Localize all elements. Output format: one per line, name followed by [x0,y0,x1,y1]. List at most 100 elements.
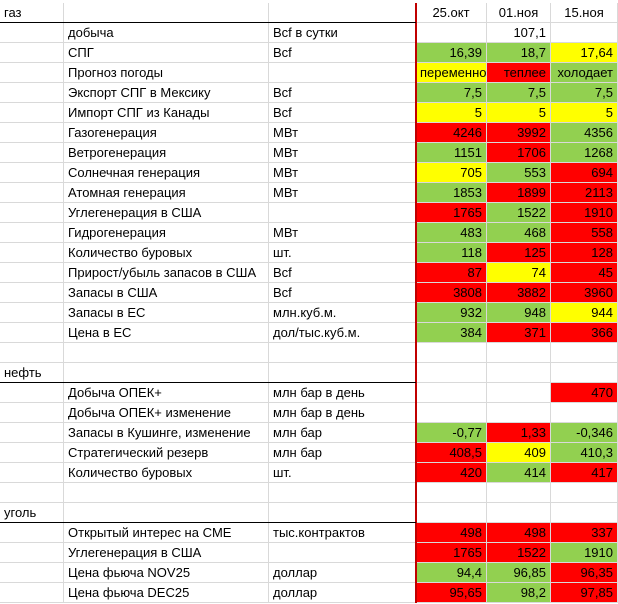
value-cell-date-1[interactable]: 118 [416,243,487,263]
value-cell-date-1[interactable]: 7,5 [416,83,487,103]
value-cell-date-3[interactable]: 1910 [551,543,618,563]
value-cell-date-2[interactable]: 3992 [487,123,551,143]
unit-cell[interactable] [269,203,416,223]
section-label-cell[interactable] [0,223,64,243]
value-cell-date-2[interactable]: 1706 [487,143,551,163]
section-label-cell[interactable] [0,523,64,543]
value-cell-date-2[interactable]: 371 [487,323,551,343]
section-label-cell[interactable] [0,443,64,463]
section-label-cell[interactable] [0,103,64,123]
value-cell-date-3[interactable] [551,483,618,503]
value-cell-date-3[interactable]: 7,5 [551,83,618,103]
indicator-name-cell[interactable]: Цена фьюча DEC25 [64,583,269,603]
value-cell-date-3[interactable]: 5 [551,103,618,123]
unit-cell[interactable]: Bcf в сутки [269,23,416,43]
indicator-name-cell[interactable]: Углегенерация в США [64,543,269,563]
value-cell-date-2[interactable]: 409 [487,443,551,463]
value-cell-date-3[interactable]: 17,64 [551,43,618,63]
section-label-cell[interactable] [0,423,64,443]
section-label-cell[interactable] [0,63,64,83]
unit-cell[interactable]: шт. [269,243,416,263]
indicator-name-cell[interactable]: Запасы в ЕС [64,303,269,323]
value-cell-date-1[interactable]: 408,5 [416,443,487,463]
unit-cell[interactable]: МВт [269,143,416,163]
value-cell-date-2[interactable]: 98,2 [487,583,551,603]
value-cell-date-1[interactable]: 384 [416,323,487,343]
value-cell-date-3[interactable]: 96,35 [551,563,618,583]
indicator-name-cell[interactable]: Углегенерация в США [64,203,269,223]
value-cell-date-1[interactable] [416,383,487,403]
indicator-name-cell[interactable]: Добыча ОПЕК+ [64,383,269,403]
unit-cell[interactable]: млн бар в день [269,403,416,423]
unit-cell[interactable]: шт. [269,463,416,483]
value-cell-date-3[interactable]: 410,3 [551,443,618,463]
section-label-cell[interactable] [0,403,64,423]
value-cell-date-3[interactable]: 1268 [551,143,618,163]
value-cell-date-1[interactable]: 1765 [416,543,487,563]
value-cell-date-1[interactable]: 94,4 [416,563,487,583]
value-cell-date-2[interactable]: теплее [487,63,551,83]
indicator-name-cell[interactable]: СПГ [64,43,269,63]
value-cell-date-3[interactable]: 944 [551,303,618,323]
indicator-name-cell[interactable]: Запасы в Кушинге, изменение [64,423,269,443]
value-cell-date-1[interactable]: 1853 [416,183,487,203]
unit-cell[interactable]: млн.куб.м. [269,303,416,323]
section-label-cell[interactable] [0,343,64,363]
value-cell-date-1[interactable] [416,483,487,503]
unit-cell[interactable]: МВт [269,163,416,183]
unit-cell[interactable]: Bcf [269,43,416,63]
value-cell-date-2[interactable] [487,343,551,363]
section-label-cell[interactable]: нефть [0,363,64,383]
value-cell-date-2[interactable] [487,503,551,523]
header-date-1[interactable]: 25.окт [416,3,487,23]
indicator-name-cell[interactable]: Экспорт СПГ в Мексику [64,83,269,103]
value-cell-date-1[interactable] [416,503,487,523]
section-label-cell[interactable] [0,23,64,43]
value-cell-date-2[interactable]: 3882 [487,283,551,303]
indicator-name-cell[interactable]: Прирост/убыль запасов в США [64,263,269,283]
value-cell-date-3[interactable]: 45 [551,263,618,283]
value-cell-date-2[interactable]: 468 [487,223,551,243]
indicator-name-cell[interactable]: Стратегический резерв [64,443,269,463]
value-cell-date-1[interactable]: 420 [416,463,487,483]
indicator-name-cell[interactable]: Прогноз погоды [64,63,269,83]
unit-cell[interactable]: Bcf [269,283,416,303]
value-cell-date-1[interactable]: 16,39 [416,43,487,63]
section-label-cell[interactable] [0,283,64,303]
value-cell-date-3[interactable]: 4356 [551,123,618,143]
value-cell-date-2[interactable] [487,403,551,423]
section-label-cell[interactable] [0,323,64,343]
value-cell-date-2[interactable]: 948 [487,303,551,323]
unit-cell[interactable]: Bcf [269,103,416,123]
value-cell-date-1[interactable] [416,343,487,363]
value-cell-date-2[interactable] [487,383,551,403]
indicator-name-cell[interactable]: Газогенерация [64,123,269,143]
header-cell-empty[interactable] [269,3,416,23]
value-cell-date-1[interactable]: 87 [416,263,487,283]
value-cell-date-3[interactable]: 366 [551,323,618,343]
section-label-cell[interactable] [0,163,64,183]
indicator-name-cell[interactable]: Добыча ОПЕК+ изменение [64,403,269,423]
value-cell-date-2[interactable]: 414 [487,463,551,483]
value-cell-date-3[interactable]: 558 [551,223,618,243]
indicator-name-cell[interactable]: Ветрогенерация [64,143,269,163]
value-cell-date-3[interactable]: 3960 [551,283,618,303]
indicator-name-cell[interactable]: Цена фьюча NOV25 [64,563,269,583]
section-label-cell[interactable] [0,543,64,563]
value-cell-date-3[interactable]: 417 [551,463,618,483]
value-cell-date-1[interactable]: переменно [416,63,487,83]
value-cell-date-2[interactable]: 1,33 [487,423,551,443]
section-label-cell[interactable] [0,143,64,163]
section-label-cell[interactable] [0,583,64,603]
section-label-cell[interactable] [0,243,64,263]
indicator-name-cell[interactable]: Цена в ЕС [64,323,269,343]
value-cell-date-1[interactable]: 95,65 [416,583,487,603]
section-label-cell[interactable] [0,483,64,503]
unit-cell[interactable] [269,343,416,363]
value-cell-date-3[interactable]: 1910 [551,203,618,223]
value-cell-date-2[interactable]: 125 [487,243,551,263]
indicator-name-cell[interactable]: Количество буровых [64,463,269,483]
value-cell-date-1[interactable]: 4246 [416,123,487,143]
section-label-cell[interactable] [0,43,64,63]
unit-cell[interactable] [269,63,416,83]
